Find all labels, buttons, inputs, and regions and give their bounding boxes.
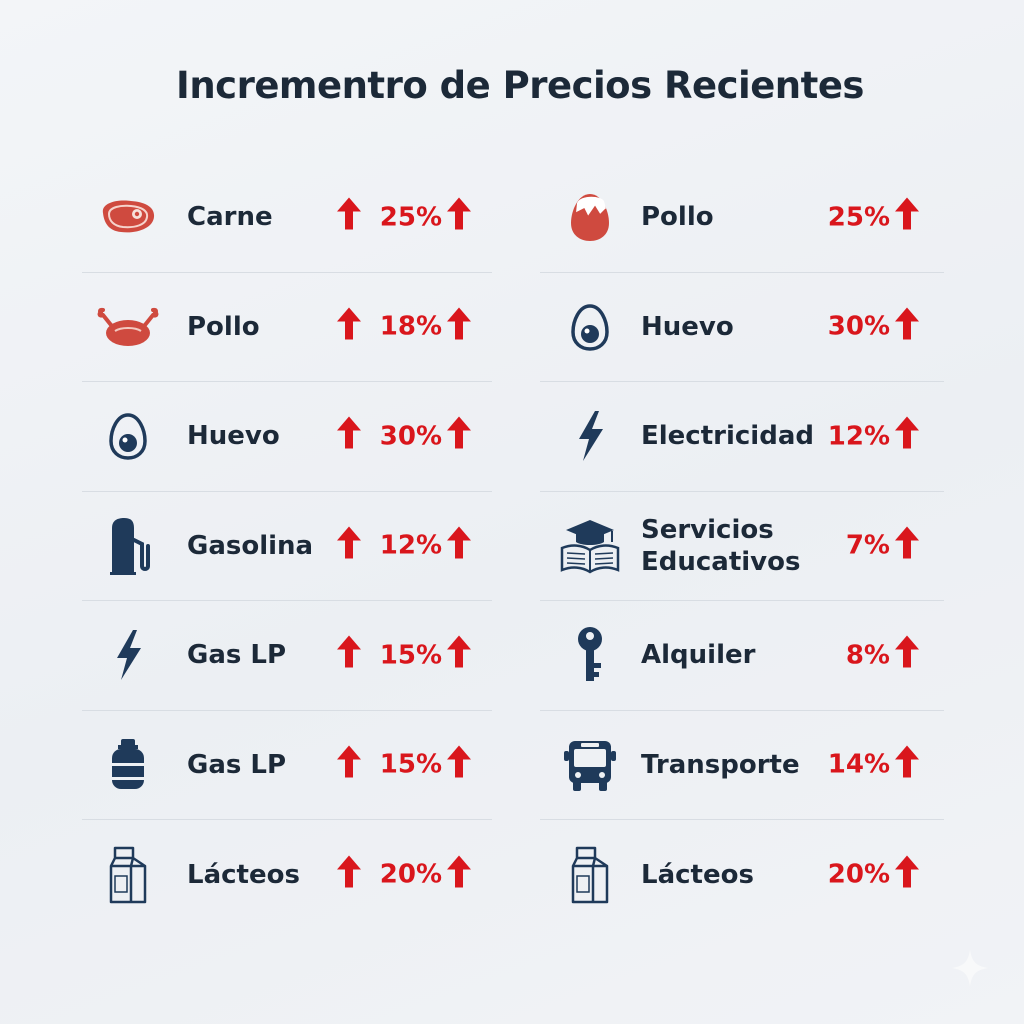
arrow-up-icon bbox=[894, 525, 920, 566]
percent-value: 20% bbox=[379, 859, 442, 890]
item-label: Lácteos bbox=[187, 859, 300, 890]
item-label: Gas LP bbox=[187, 640, 287, 671]
sparkle-icon bbox=[952, 950, 988, 986]
percent-value: 20% bbox=[827, 859, 890, 890]
arrow-up-icon bbox=[336, 525, 362, 566]
milk-carton-icon bbox=[96, 846, 160, 903]
list-item: Pollo 18% bbox=[82, 273, 492, 382]
arrow-up-icon bbox=[446, 635, 472, 676]
percent-value: 25% bbox=[827, 202, 890, 233]
gas-cylinder-icon bbox=[96, 738, 160, 791]
list-item: Electricidad 12% bbox=[540, 382, 944, 492]
key-icon bbox=[558, 627, 622, 682]
percent-value: 12% bbox=[379, 530, 442, 561]
price-change: 20% bbox=[336, 854, 472, 895]
list-item: Lácteos 20% bbox=[540, 820, 944, 930]
roast-chicken-icon bbox=[96, 301, 160, 353]
arrow-up-icon bbox=[446, 416, 472, 457]
graduation-book-icon bbox=[558, 519, 622, 574]
price-change: 14% bbox=[828, 744, 920, 785]
arrow-up-icon bbox=[894, 416, 920, 457]
list-item: Alquiler 8% bbox=[540, 601, 944, 711]
item-label: Electricidad bbox=[641, 421, 814, 452]
arrow-up-icon bbox=[336, 854, 362, 895]
price-list-left: Carne 25% Pollo 18% Huevo 30% Gasolina 12% Gas L… bbox=[82, 163, 492, 930]
arrow-up-icon bbox=[894, 197, 920, 238]
item-label: Alquiler bbox=[641, 640, 756, 671]
percent-value: 7% bbox=[845, 530, 890, 561]
item-label: Huevo bbox=[187, 421, 280, 452]
list-item: Gasolina 12% bbox=[82, 492, 492, 601]
cracked-egg-icon bbox=[558, 191, 622, 243]
arrow-up-icon bbox=[446, 197, 472, 238]
list-item: Carne 25% bbox=[82, 163, 492, 273]
price-change: 15% bbox=[336, 744, 472, 785]
percent-value: 18% bbox=[379, 311, 442, 342]
arrow-up-icon bbox=[446, 854, 472, 895]
price-change: 7% bbox=[846, 525, 920, 566]
item-label: Transporte bbox=[641, 749, 800, 780]
price-change: 25% bbox=[336, 197, 472, 238]
price-change: 15% bbox=[336, 635, 472, 676]
item-label: Pollo bbox=[641, 202, 714, 233]
item-label: Pollo bbox=[187, 311, 260, 342]
arrow-up-icon bbox=[894, 854, 920, 895]
arrow-up-icon bbox=[894, 306, 920, 347]
percent-value: 12% bbox=[827, 421, 890, 452]
price-change: 8% bbox=[846, 635, 920, 676]
arrow-up-icon bbox=[894, 635, 920, 676]
arrow-up-icon bbox=[336, 416, 362, 457]
percent-value: 15% bbox=[379, 749, 442, 780]
price-change: 12% bbox=[828, 416, 920, 457]
list-item: Huevo 30% bbox=[540, 273, 944, 382]
milk-carton-icon bbox=[558, 846, 622, 903]
list-item: Pollo 25% bbox=[540, 163, 944, 273]
item-label: Servicios Educativos bbox=[641, 514, 801, 577]
egg-icon bbox=[558, 301, 622, 353]
price-change: 18% bbox=[336, 306, 472, 347]
egg-icon bbox=[96, 410, 160, 462]
percent-value: 30% bbox=[827, 311, 890, 342]
arrow-up-icon bbox=[336, 306, 362, 347]
item-label: Huevo bbox=[641, 311, 734, 342]
price-list-right: Pollo 25% Huevo 30% Electricidad 12% Servicios… bbox=[540, 163, 944, 930]
price-change: 30% bbox=[828, 306, 920, 347]
percent-value: 15% bbox=[379, 640, 442, 671]
arrow-up-icon bbox=[446, 744, 472, 785]
steak-icon bbox=[96, 191, 160, 243]
list-item: Lácteos 20% bbox=[82, 820, 492, 930]
bus-icon bbox=[558, 739, 622, 791]
lightning-icon bbox=[558, 410, 622, 462]
list-item: Gas LP 15% bbox=[82, 711, 492, 820]
arrow-up-icon bbox=[336, 744, 362, 785]
list-item: Transporte 14% bbox=[540, 711, 944, 820]
lightning-icon bbox=[96, 629, 160, 681]
arrow-up-icon bbox=[446, 306, 472, 347]
list-item: Huevo 30% bbox=[82, 382, 492, 492]
price-change: 20% bbox=[828, 854, 920, 895]
arrow-up-icon bbox=[336, 197, 362, 238]
percent-value: 8% bbox=[845, 640, 890, 671]
price-change: 30% bbox=[336, 416, 472, 457]
fuel-pump-icon bbox=[96, 517, 160, 575]
page-title: Incrementro de Precios Recientes bbox=[176, 64, 864, 107]
price-change: 12% bbox=[336, 525, 472, 566]
list-item: Servicios Educativos 7% bbox=[540, 492, 944, 601]
list-item: Gas LP 15% bbox=[82, 601, 492, 711]
arrow-up-icon bbox=[446, 525, 472, 566]
arrow-up-icon bbox=[894, 744, 920, 785]
percent-value: 25% bbox=[379, 202, 442, 233]
item-label: Gasolina bbox=[187, 530, 314, 561]
item-label: Carne bbox=[187, 202, 273, 233]
price-change: 25% bbox=[828, 197, 920, 238]
percent-value: 14% bbox=[827, 749, 890, 780]
item-label: Gas LP bbox=[187, 749, 287, 780]
percent-value: 30% bbox=[379, 421, 442, 452]
arrow-up-icon bbox=[336, 635, 362, 676]
item-label: Lácteos bbox=[641, 859, 754, 890]
